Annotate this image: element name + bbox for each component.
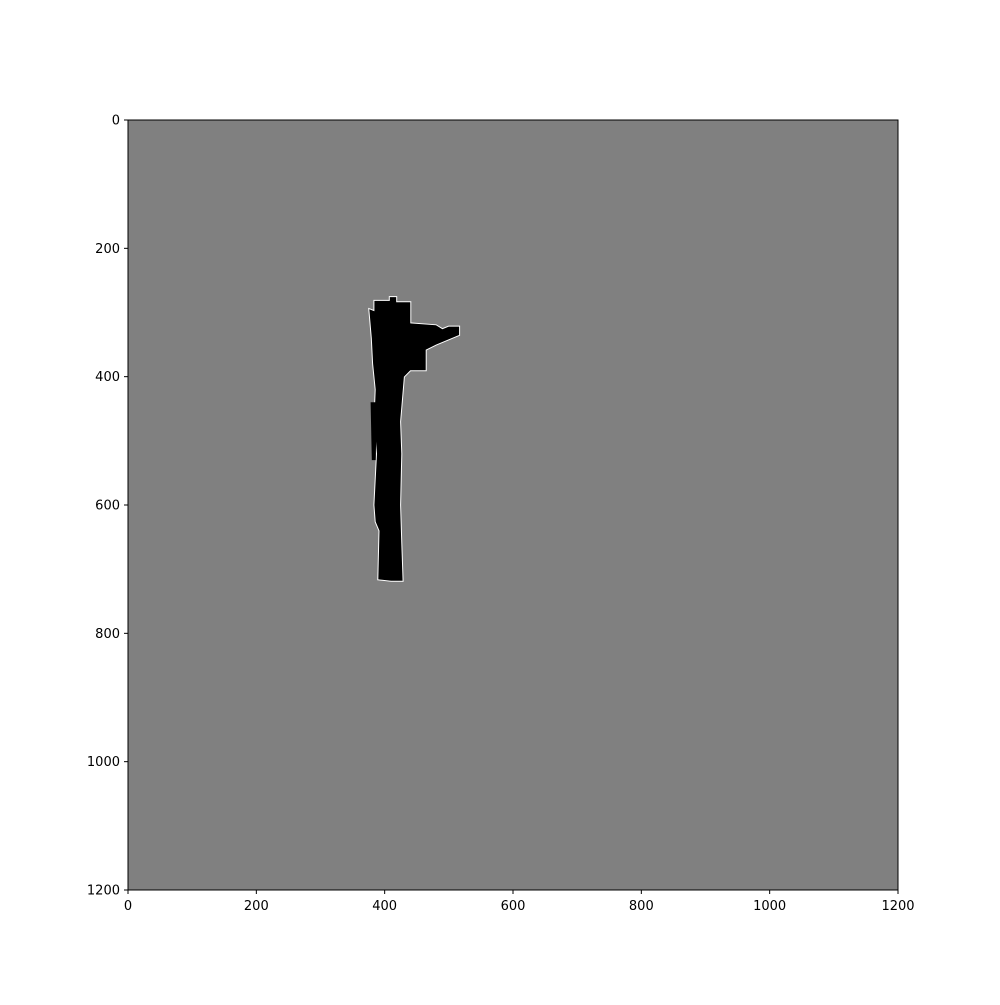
occupied-patch	[371, 312, 377, 345]
map-background	[128, 120, 898, 890]
y-tick-label: 800	[95, 627, 120, 642]
x-tick-label: 600	[501, 899, 526, 914]
y-tick-label: 200	[95, 242, 120, 257]
y-tick-label: 600	[95, 499, 120, 514]
y-tick-label: 0	[112, 114, 120, 129]
y-tick-label: 1200	[87, 884, 120, 899]
occupied-region	[369, 297, 460, 581]
x-tick-label: 800	[629, 899, 654, 914]
x-tick-label: 400	[372, 899, 397, 914]
x-axis: 0 200 400 600 800 1000 1200	[124, 890, 915, 914]
occupied-layer	[368, 296, 461, 582]
x-tick-label: 0	[124, 899, 132, 914]
y-tick-label: 1000	[87, 755, 120, 770]
occupied-patch	[370, 402, 377, 461]
x-tick-label: 1000	[753, 899, 786, 914]
y-axis: 0 200 400 600 800 1000 1200	[87, 114, 128, 899]
x-tick-label: 1200	[881, 899, 914, 914]
occupied-patch	[410, 331, 449, 342]
y-tick-label: 400	[95, 370, 120, 385]
x-tick-label: 200	[244, 899, 269, 914]
